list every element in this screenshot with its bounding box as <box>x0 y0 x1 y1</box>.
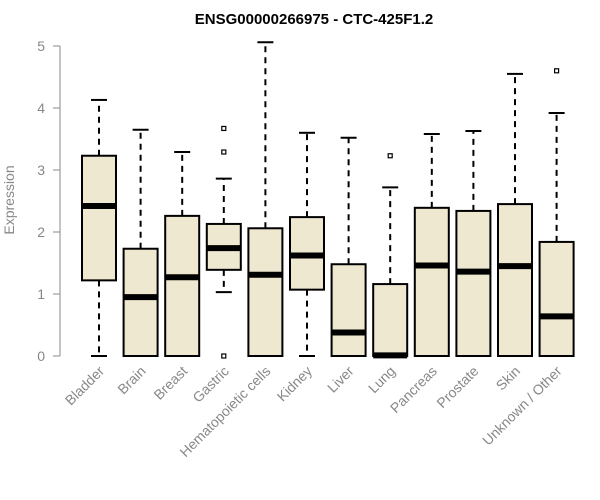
category-label: Prostate <box>433 363 481 411</box>
iqr-box <box>81 154 117 282</box>
outlier-point <box>553 68 560 74</box>
y-tick-label: 5 <box>37 38 45 54</box>
y-tick-label: 1 <box>37 286 45 302</box>
category-label: Unknown / Other <box>479 363 565 449</box>
category-label: Lung <box>365 363 398 396</box>
iqr-box <box>247 227 284 357</box>
outlier-point <box>221 125 227 132</box>
box-breast <box>164 151 201 357</box>
box-liver <box>330 136 367 357</box>
iqr-box <box>164 214 201 357</box>
box-brain <box>122 128 159 358</box>
box-unknown-other <box>538 68 575 357</box>
category-label: Breast <box>150 363 190 403</box>
category-label: Bladder <box>62 363 108 409</box>
iqr-box <box>122 247 159 358</box>
category-label: Kidney <box>274 363 316 405</box>
y-axis: 0 1 2 3 4 5 <box>37 38 61 364</box>
y-axis-label: Expression <box>1 165 17 234</box>
outlier-point <box>387 153 393 159</box>
y-tick-label: 2 <box>37 224 45 240</box>
box-lung <box>372 153 409 359</box>
y-tick-label: 0 <box>37 348 45 364</box>
iqr-box <box>497 203 533 357</box>
box-hematopoietic-cells <box>247 41 284 357</box>
box-kidney <box>289 131 325 357</box>
iqr-box <box>455 209 492 357</box>
category-label: Brain <box>114 363 148 397</box>
box-gastric <box>205 125 242 359</box>
box-skin <box>497 72 533 357</box>
category-label: Liver <box>324 363 357 396</box>
category-label: Skin <box>493 363 524 394</box>
outlier-point <box>221 149 227 155</box>
y-tick-label: 3 <box>37 162 45 178</box>
box-prostate <box>455 129 492 357</box>
iqr-box <box>413 206 450 357</box>
boxes <box>81 41 575 359</box>
chart-title: ENSG00000266975 - CTC-425F1.2 <box>195 11 433 28</box>
iqr-box <box>330 263 367 357</box>
y-tick-label: 4 <box>37 100 45 116</box>
box-pancreas <box>413 133 450 357</box>
box-bladder <box>81 98 117 357</box>
iqr-box <box>372 283 409 357</box>
outlier-point <box>221 353 227 359</box>
iqr-box <box>538 240 575 357</box>
